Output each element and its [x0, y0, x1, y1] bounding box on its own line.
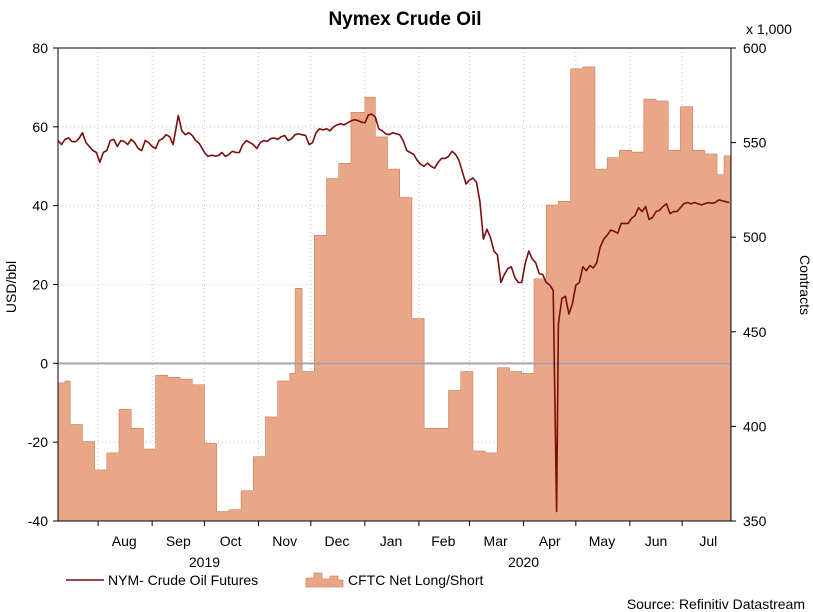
left-axis-tick-label: 80 [32, 40, 48, 56]
legend-label-crude-oil: NYM- Crude Oil Futures [108, 572, 258, 588]
cftc-area-series [57, 66, 732, 522]
left-axis-tick-label: 60 [32, 119, 48, 135]
x-axis-month-label: Jun [645, 533, 668, 549]
x-axis-month-label: Dec [325, 533, 350, 549]
left-axis-title: USD/bbl [3, 261, 19, 313]
right-axis-tick-label: 350 [743, 513, 767, 529]
left-axis-labels: 80 60 40 20 0 -20 -40 [28, 40, 48, 529]
chart-title: Nymex Crude Oil [328, 9, 481, 30]
left-axis-tick-label: 20 [32, 277, 48, 293]
right-axis-tick-label: 600 [743, 40, 767, 56]
left-axis-tick-label: -40 [28, 513, 48, 529]
x-axis-month-label: Jul [699, 533, 717, 549]
x-axis-month-label: Feb [431, 533, 455, 549]
left-axis-tick-label: 40 [32, 198, 48, 214]
x-axis-year-label: 2020 [508, 554, 539, 570]
right-axis-title: Contracts [797, 255, 813, 315]
x-axis-year-label: 2019 [189, 554, 220, 570]
x-axis-labels: Aug Sep Oct Nov Dec Jan Feb Mar Apr May Jun Jul 2019… [112, 533, 717, 570]
x-axis-month-label: Sep [166, 533, 191, 549]
right-axis-labels: 600 550 500 450 400 350 [743, 40, 767, 529]
crude-oil-line [57, 113, 730, 513]
right-axis-tick-label: 400 [743, 418, 767, 434]
left-axis-tick-label: 0 [40, 355, 48, 371]
axis-ticks [53, 47, 736, 526]
x-axis-month-label: Jan [380, 533, 403, 549]
legend: NYM- Crude Oil Futures CFTC Net Long/Sho… [66, 572, 483, 588]
x-axis-month-label: Aug [112, 533, 137, 549]
right-axis-tick-label: 550 [743, 135, 767, 151]
x-axis-month-label: Oct [220, 533, 242, 549]
source-note: Source: Refinitiv Datastream [627, 596, 805, 612]
right-axis-multiplier: x 1,000 [746, 21, 792, 37]
cftc-area [57, 66, 732, 522]
legend-area-swatch [305, 572, 344, 588]
left-axis-tick-label: -20 [28, 434, 48, 450]
x-axis-month-label: May [589, 533, 615, 549]
zero-line [58, 362, 731, 365]
right-axis-tick-label: 500 [743, 229, 767, 245]
right-axis-tick-label: 450 [743, 324, 767, 340]
crude-oil-line-series [57, 113, 730, 513]
legend-label-cftc: CFTC Net Long/Short [348, 572, 483, 588]
x-axis-month-label: Mar [484, 533, 508, 549]
x-axis-month-label: Apr [539, 533, 561, 549]
x-axis-month-label: Nov [272, 533, 297, 549]
